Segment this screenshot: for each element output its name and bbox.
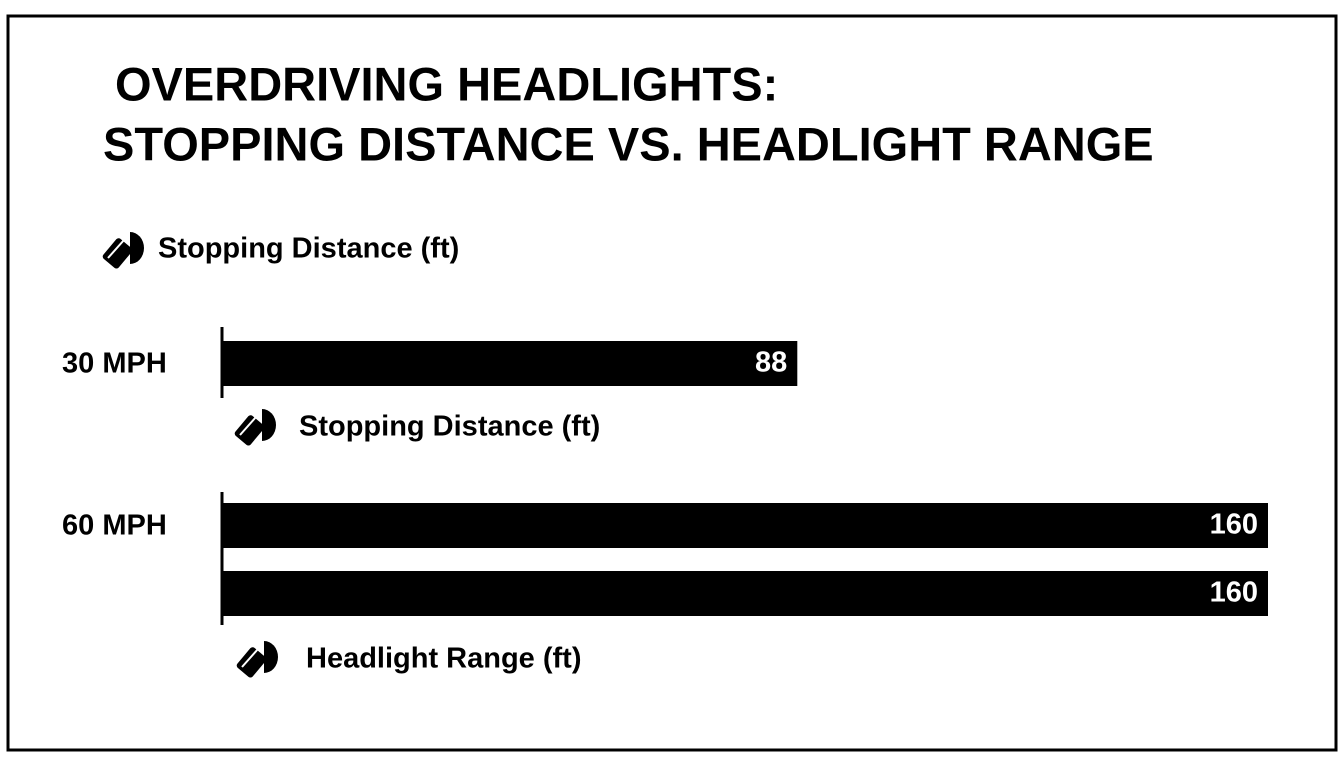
series-caption: Headlight Range (ft) [306, 643, 582, 675]
chart-title: OVERDRIVING HEADLIGHTS: [115, 57, 778, 110]
bar [222, 571, 1268, 616]
legend-label: Stopping Distance (ft) [158, 233, 459, 265]
category-label: 60 MPH [62, 510, 167, 542]
value-label: 160 [1210, 577, 1258, 609]
annotation: Stopping Distance (ft) [299, 411, 600, 443]
bar [222, 503, 1268, 548]
chart-subtitle: STOPPING DISTANCE VS. HEADLIGHT RANGE [103, 117, 1154, 170]
caption-icon [234, 640, 279, 680]
bar [222, 341, 798, 386]
legend-icon [100, 231, 145, 271]
value-label: 88 [755, 347, 787, 379]
caption-icon [232, 408, 277, 448]
value-label: 160 [1210, 509, 1258, 541]
frame [6, 14, 1338, 752]
category-label: 30 MPH [62, 348, 167, 380]
